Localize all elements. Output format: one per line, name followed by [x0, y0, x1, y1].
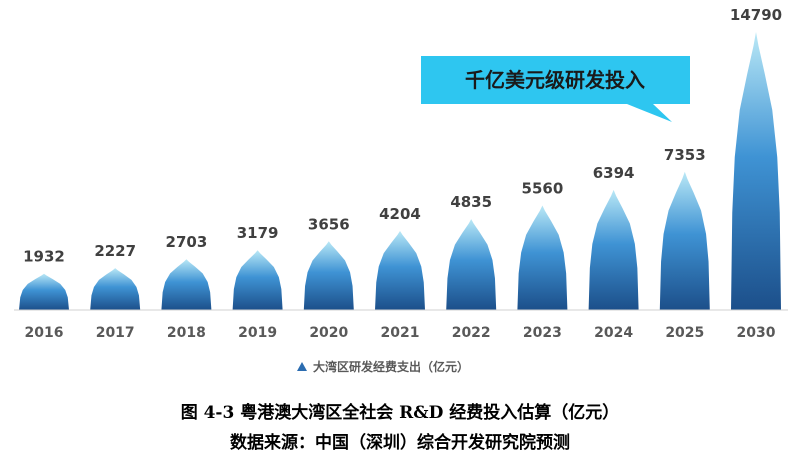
- data-label-2019: 3179: [237, 224, 279, 242]
- data-label-2016: 1932: [23, 248, 65, 266]
- x-tick-label-2018: 2018: [167, 325, 206, 341]
- x-tick-label-2020: 2020: [309, 325, 348, 341]
- x-tick-label-2025: 2025: [665, 325, 704, 341]
- data-labels: 1932 2227 2703 3179 3656 4204 4835 5560 6394 7353…: [23, 6, 782, 266]
- legend-label: 大湾区研发经费支出（亿元）: [313, 359, 469, 374]
- figure-caption: 图 4-3 粤港澳大湾区全社会 R&D 经费投入估算（亿元）: [180, 403, 620, 423]
- data-label-2030: 14790: [730, 6, 782, 24]
- data-label-2020: 3656: [308, 215, 350, 233]
- data-peak-2022: [446, 219, 497, 310]
- data-peak-2023: [517, 205, 568, 310]
- x-tick-label-2024: 2024: [594, 325, 633, 341]
- data-label-2022: 4835: [450, 193, 492, 211]
- data-peak-2019: [232, 250, 283, 310]
- data-label-2025: 7353: [664, 146, 706, 164]
- callout-shape: [421, 56, 690, 122]
- data-label-2021: 4204: [379, 205, 421, 223]
- data-peak-2021: [375, 230, 425, 310]
- data-peak-2020: [303, 241, 354, 310]
- data-label-2024: 6394: [593, 164, 635, 182]
- data-source-note: 数据来源：中国（深圳）综合开发研究院预测: [230, 433, 570, 453]
- data-peak-2024: [588, 189, 639, 310]
- data-peak-2017: [90, 268, 141, 310]
- data-label-2023: 5560: [522, 180, 564, 198]
- data-label-2018: 2703: [166, 233, 208, 251]
- x-axis-tick-labels: 2016 2017 2018 2019 2020 2021 2022 2023 2024 2025…: [25, 325, 776, 341]
- legend-marker-icon: [297, 362, 307, 371]
- data-peak-2025: [659, 171, 710, 310]
- x-tick-label-2021: 2021: [381, 325, 420, 341]
- x-tick-label-2016: 2016: [25, 325, 64, 341]
- data-label-2017: 2227: [94, 242, 136, 260]
- legend: 大湾区研发经费支出（亿元）: [297, 359, 469, 374]
- data-peaks: [19, 32, 781, 310]
- data-peak-2016: [19, 273, 69, 310]
- x-tick-label-2023: 2023: [523, 325, 562, 341]
- x-tick-label-2017: 2017: [96, 325, 135, 341]
- callout-text: 千亿美元级研发投入: [465, 68, 645, 92]
- x-tick-label-2022: 2022: [452, 325, 491, 341]
- x-tick-label-2030: 2030: [737, 325, 776, 341]
- data-peak-2018: [161, 259, 212, 310]
- x-tick-label-2019: 2019: [238, 325, 277, 341]
- annotation-callout: 千亿美元级研发投入: [421, 56, 690, 122]
- chart-area: 1932 2227 2703 3179 3656 4204 4835 5560 6394 7353…: [14, 6, 788, 374]
- data-peak-2030: [731, 32, 781, 310]
